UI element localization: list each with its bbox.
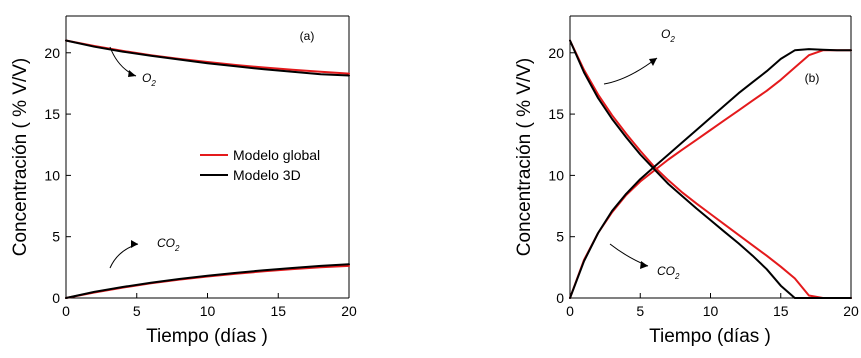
chart-panel-b: 0 5 10 15 20 0 5 10 15 20 Tiempo (días ) Concentr…: [514, 15, 859, 347]
x-tick-label: 5: [133, 303, 141, 319]
panel-label: (a): [300, 29, 315, 43]
legend: Modelo global Modelo 3D: [200, 147, 320, 183]
y-tick-label: 0: [556, 290, 564, 306]
y-tick-label: 5: [52, 229, 60, 245]
o2-sub: 2: [669, 35, 675, 44]
curves: [65, 39, 350, 299]
co2-arrow-head: [640, 261, 648, 269]
o2-base: O: [661, 27, 670, 41]
series-line-modelo-global: [569, 39, 852, 299]
o2-sub: 2: [150, 79, 156, 88]
series-line-modelo-global: [65, 39, 350, 75]
o2-arrow-head: [128, 70, 136, 77]
ticks: 0 5 10 15 20 0 5 10 15 20: [548, 45, 859, 319]
curves: [569, 39, 852, 299]
x-tick-label: 20: [843, 303, 859, 319]
co2-sub: 2: [674, 272, 680, 281]
series-line-modelo-global: [569, 49, 852, 299]
chart-panel-a: 0 5 10 15 20 0 5 10 15 20 Tiempo (días ) Concentr…: [10, 15, 357, 347]
legend-label-modelo-global: Modelo global: [233, 147, 320, 163]
panel-label: (b): [805, 71, 820, 85]
x-axis-title: Tiempo (días ): [649, 326, 771, 347]
series-line-modelo-3d: [65, 39, 350, 77]
y-axis-title: Concentración ( % V/V): [514, 58, 535, 257]
o2-arrow: [603, 57, 658, 85]
y-tick-label: 20: [548, 45, 564, 61]
o2-base: O: [142, 71, 151, 85]
x-tick-label: 15: [270, 303, 286, 319]
ticks: 0 5 10 15 20 0 5 10 15 20: [44, 45, 357, 319]
y-tick-label: 5: [556, 229, 564, 245]
series-line-modelo-3d: [569, 48, 852, 299]
o2-arrow-head: [649, 58, 657, 66]
co2-annotation: CO2: [657, 264, 680, 281]
y-tick-label: 10: [548, 167, 564, 183]
y-tick-label: 0: [52, 290, 60, 306]
co2-arrow-head: [131, 240, 138, 248]
y-tick-label: 20: [44, 45, 60, 61]
x-axis-title: Tiempo (días ): [146, 326, 268, 347]
x-tick-label: 10: [703, 303, 719, 319]
x-tick-label: 0: [566, 303, 574, 319]
y-tick-label: 15: [548, 106, 564, 122]
co2-base: CO: [157, 236, 175, 250]
x-tick-label: 0: [62, 303, 70, 319]
y-tick-label: 15: [44, 106, 60, 122]
co2-sub: 2: [174, 244, 180, 253]
x-tick-label: 20: [341, 303, 357, 319]
o2-annotation: O2: [661, 27, 675, 44]
series-line-modelo-3d: [65, 263, 350, 299]
x-tick-label: 15: [773, 303, 789, 319]
legend-label-modelo-3d: Modelo 3D: [233, 167, 301, 183]
co2-arrow: [109, 243, 139, 269]
series-line-modelo-3d: [569, 39, 852, 299]
co2-base: CO: [657, 264, 675, 278]
y-axis-title: Concentración ( % V/V): [10, 58, 31, 257]
y-tick-label: 10: [44, 167, 60, 183]
x-tick-label: 10: [200, 303, 216, 319]
x-tick-label: 5: [636, 303, 644, 319]
co2-annotation: CO2: [157, 236, 180, 253]
o2-annotation: O2: [142, 71, 156, 88]
